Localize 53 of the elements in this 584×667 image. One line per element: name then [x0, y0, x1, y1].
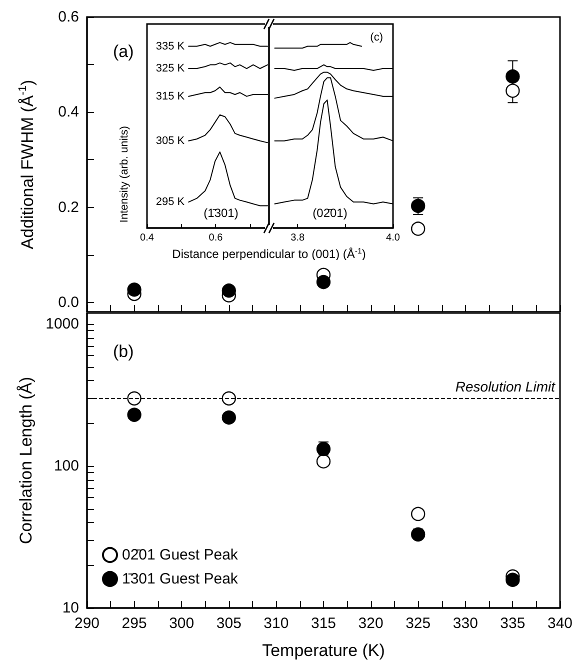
point	[222, 410, 236, 425]
y-axis-title: Intensity (arb. units)	[118, 126, 130, 223]
y-tick-label: 100	[54, 458, 79, 475]
point	[411, 222, 426, 236]
x-tick-label: 330	[452, 615, 478, 632]
point	[127, 391, 142, 406]
y-tick-label: 0.6	[58, 8, 79, 26]
y-axis-title: Correlation Length (Å)	[16, 376, 36, 544]
x-tick-label: 0.4	[140, 232, 154, 244]
y-tick-label: 10	[62, 600, 79, 616]
x-tick-label: 310	[264, 615, 289, 632]
x-tick-label: 4.0	[386, 232, 400, 244]
x-tick-label: 290	[74, 615, 100, 632]
point	[411, 506, 426, 522]
point	[127, 282, 142, 297]
point	[506, 69, 520, 84]
annotation: (02̄01)	[312, 206, 348, 220]
series-label: 305 K	[156, 134, 186, 147]
point	[411, 527, 426, 542]
y-tick-label: 0.0	[58, 294, 79, 311]
x-tick-label: 305	[216, 615, 242, 632]
series-label: 335 K	[156, 40, 186, 52]
x-tick-label: 295	[122, 615, 147, 632]
series-label: 325 K	[156, 62, 186, 75]
x-axis-title: Temperature (K)	[262, 641, 385, 660]
x-tick-label: 3.8	[290, 232, 305, 244]
legend-label: 02̄01 Guest Peak	[122, 546, 238, 564]
series-label: 315 K	[156, 90, 186, 102]
x-tick-label: 0.6	[208, 232, 224, 244]
x-tick-label: 315	[310, 615, 336, 632]
chart-title: (c)	[370, 32, 383, 44]
x-tick-label: 340	[547, 615, 573, 632]
point	[316, 274, 331, 290]
point	[222, 283, 236, 298]
text: (a)	[113, 42, 134, 61]
point	[506, 572, 520, 587]
x-tick-label: 335	[500, 615, 526, 632]
annotation: (1̄301)	[204, 206, 238, 220]
point	[127, 408, 142, 422]
point	[222, 391, 236, 406]
point	[506, 84, 520, 98]
x-tick-label: 325	[406, 615, 431, 632]
x-tick-label: 300	[169, 615, 194, 632]
text: (b)	[113, 342, 134, 361]
series-label: 295 K	[156, 196, 186, 208]
legend-label: 1̄301 Guest Peak	[122, 570, 238, 588]
y-tick-label: 0.4	[58, 104, 79, 121]
ref-line-label: Resolution Limit	[455, 378, 556, 394]
y-axis-title: Additional FWHM (Å-1)	[17, 80, 37, 250]
point	[316, 454, 331, 468]
y-tick-label: 0.2	[58, 198, 79, 216]
y-tick-label: 1000	[46, 316, 79, 333]
x-tick-label: 320	[358, 615, 384, 632]
